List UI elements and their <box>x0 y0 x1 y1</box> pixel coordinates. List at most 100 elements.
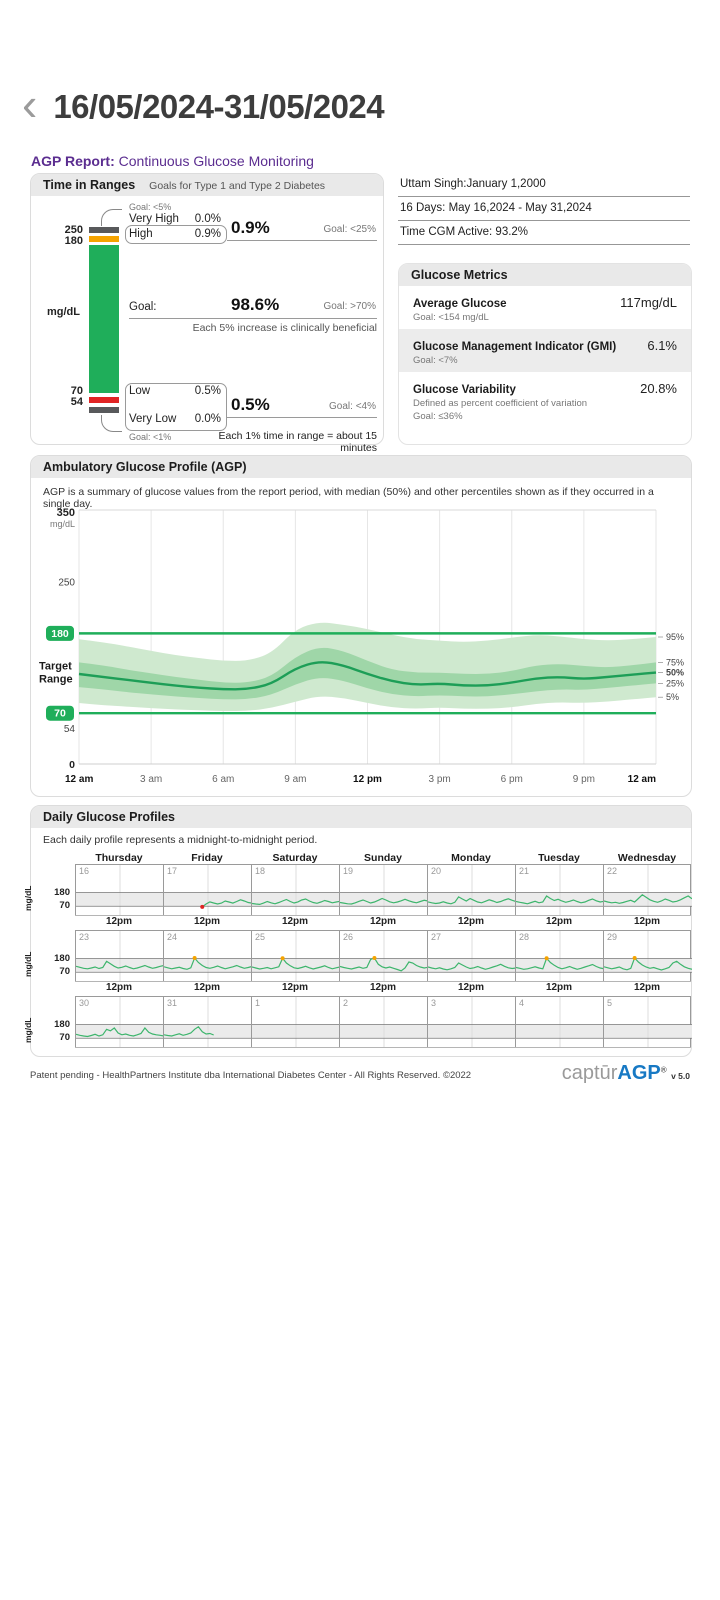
very-low-row: Very Low 0.0% <box>129 413 221 425</box>
daily-profile-cell: 21 <box>515 865 605 915</box>
day-name: Saturday <box>272 852 318 864</box>
metric-label: Glucose Management Indicator (GMI) <box>413 341 617 353</box>
metric-row-variability: Glucose Variability 20.8% Defined as per… <box>399 372 691 428</box>
svg-text:3 pm: 3 pm <box>429 774 451 785</box>
high-combined-value: 0.9% <box>231 218 270 237</box>
day-number: 26 <box>343 932 354 942</box>
connector-bottom <box>101 415 122 432</box>
metric-label: Average Glucose <box>413 298 507 310</box>
daily-profile-cell: 19 <box>339 865 429 915</box>
low-divider <box>227 417 377 418</box>
patient-info-column: Uttam Singh:January 1,2000 16 Days: May … <box>398 173 690 245</box>
noon-labels-row: 12pm 12pm 12pm 12pm 12pm 12pm 12pm <box>75 982 691 996</box>
svg-text:0: 0 <box>69 759 75 771</box>
daily-profile-cell: 22 <box>603 865 693 915</box>
report-type-line: AGP Report: Continuous Glucose Monitorin… <box>31 153 314 169</box>
daily-profile-cell: 31 <box>163 997 252 1047</box>
daily-profile-cell: 17 <box>163 865 253 915</box>
daily-title: Daily Glucose Profiles <box>43 810 175 824</box>
high-value: 0.9% <box>194 228 221 240</box>
low-value: 0.5% <box>194 385 221 397</box>
metric-row-gmi: Glucose Management Indicator (GMI) 6.1% … <box>399 329 691 372</box>
low-row: Low 0.5% <box>129 385 221 397</box>
high-divider <box>227 240 377 241</box>
tir-axis-180: 180 <box>64 235 83 247</box>
noon-label: 12pm <box>545 982 573 993</box>
day-number: 17 <box>167 866 178 876</box>
day-number: 16 <box>79 866 90 876</box>
svg-text:250: 250 <box>58 578 75 589</box>
daily-profile-cell: 29 <box>603 931 693 981</box>
daily-row: mg/dL 180 70 16 17 18 19 20 21 22 <box>23 864 693 916</box>
daily-profile-cell: 20 <box>427 865 517 915</box>
glucose-metrics-card: Glucose Metrics Average Glucose 117mg/dL… <box>398 263 692 445</box>
daily-header: Daily Glucose Profiles <box>31 806 691 828</box>
svg-text:9 pm: 9 pm <box>573 774 595 785</box>
copyright-text: Patent pending - HealthPartners Institut… <box>30 1070 472 1081</box>
svg-text:9 am: 9 am <box>284 774 306 785</box>
noon-label: 12pm <box>633 916 661 927</box>
daily-row-axis: mg/dL 180 70 <box>23 931 73 981</box>
daily-row-axis: mg/dL 180 70 <box>23 997 73 1047</box>
svg-text:Range: Range <box>39 674 73 686</box>
patient-name-dob: Uttam Singh:January 1,2000 <box>398 173 690 197</box>
metric-value: 117mg/dL <box>620 295 677 310</box>
svg-text:25%: 25% <box>666 678 684 688</box>
daily-profile-cell: 30 <box>75 997 165 1047</box>
day-name: Friday <box>191 852 223 864</box>
low-combined-goal: Goal: <4% <box>329 401 376 412</box>
svg-text:12 am: 12 am <box>65 774 93 785</box>
agp-report-subtitle: Continuous Glucose Monitoring <box>118 153 314 169</box>
target-note: Each 5% increase is clinically beneficia… <box>192 322 377 334</box>
axis-180: 180 <box>54 952 70 964</box>
very-high-value: 0.0% <box>194 213 221 225</box>
day-number: 22 <box>607 866 618 876</box>
very-low-value: 0.0% <box>194 413 221 425</box>
bar-segment-very-low <box>89 407 119 413</box>
axis-180: 180 <box>54 1018 70 1030</box>
noon-label: 12pm <box>457 916 485 927</box>
day-number: 23 <box>79 932 90 942</box>
day-names-row: Thursday Friday Saturday Sunday Monday Tuesda… <box>75 852 691 864</box>
tir-axis-lower: 70 54 <box>43 386 83 408</box>
daily-profile-cell: 26 <box>339 931 429 981</box>
axis-70: 70 <box>59 900 70 912</box>
page-header: ‹ 16/05/2024-31/05/2024 <box>22 81 385 127</box>
axis-180: 180 <box>54 886 70 898</box>
low-label: Low <box>129 385 151 397</box>
noon-label: 12pm <box>369 916 397 927</box>
low-combined-value: 0.5% <box>231 395 270 414</box>
cgm-active: Time CGM Active: 93.2% <box>398 221 690 245</box>
day-number: 28 <box>519 932 530 942</box>
metric-goal: Goal: ≤36% <box>413 411 463 422</box>
day-number: 5 <box>607 998 613 1008</box>
day-number: 25 <box>255 932 266 942</box>
report-period: 16 Days: May 16,2024 - May 31,2024 <box>398 197 690 221</box>
day-number: 1 <box>255 998 261 1008</box>
back-chevron-icon[interactable]: ‹ <box>22 78 38 130</box>
svg-text:95%: 95% <box>666 632 684 642</box>
noon-label: 12pm <box>633 982 661 993</box>
target-divider <box>129 318 377 319</box>
svg-text:12 am: 12 am <box>628 774 656 785</box>
low-box <box>125 383 227 431</box>
daily-profile-cell: 4 <box>515 997 604 1047</box>
high-row: High 0.9% <box>129 228 221 240</box>
logo-trademark: ® <box>660 1065 667 1075</box>
svg-text:75%: 75% <box>666 657 684 667</box>
daily-grid: Thursday Friday Saturday Sunday Monday Tuesda… <box>23 852 693 1048</box>
day-name: Monday <box>451 852 491 864</box>
day-number: 27 <box>431 932 442 942</box>
page-footer: Patent pending - HealthPartners Institut… <box>30 1062 690 1085</box>
noon-label: 12pm <box>545 916 573 927</box>
svg-text:54: 54 <box>64 724 76 735</box>
noon-label: 12pm <box>193 916 221 927</box>
axis-70: 70 <box>59 966 70 978</box>
daily-profile-cell: 3 <box>427 997 516 1047</box>
tir-axis-upper: 250 180 <box>43 225 83 247</box>
svg-text:3 am: 3 am <box>140 774 162 785</box>
axis-badge-180 <box>46 625 74 641</box>
bar-segment-low <box>89 397 119 403</box>
axis-badge-70 <box>46 705 74 721</box>
